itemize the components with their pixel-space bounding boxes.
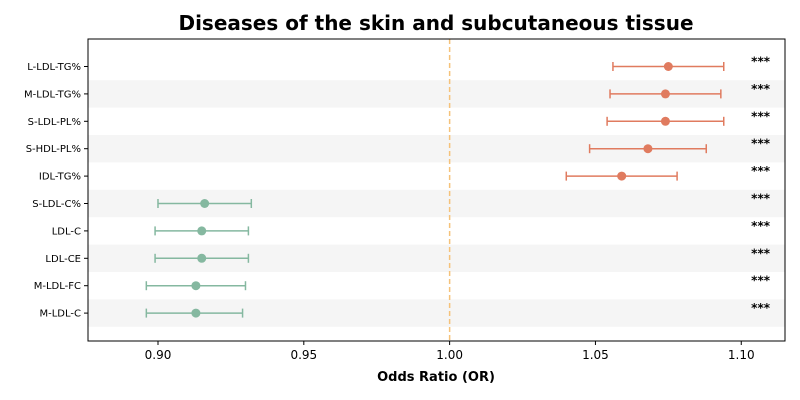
x-axis-label: Odds Ratio (OR) bbox=[377, 370, 495, 385]
x-tick-label: 1.05 bbox=[582, 348, 609, 362]
or-point bbox=[197, 226, 207, 236]
or-point bbox=[617, 171, 627, 181]
or-point bbox=[197, 253, 207, 263]
x-axis: 0.90 0.95 1.00 1.05 1.10 bbox=[145, 341, 755, 362]
x-tick-label: 1.10 bbox=[728, 348, 755, 362]
or-point bbox=[663, 62, 673, 71]
y-tick-label: LDL-C bbox=[52, 226, 81, 237]
significance-label: *** bbox=[751, 301, 771, 315]
y-tick-label: LDL-CE bbox=[45, 254, 81, 265]
or-point bbox=[660, 116, 670, 126]
y-tick-label: M-LDL-TG% bbox=[24, 89, 81, 100]
y-tick-label: M-LDL-FC bbox=[34, 281, 81, 292]
significance-label: *** bbox=[751, 219, 771, 233]
significance-label: *** bbox=[751, 192, 771, 206]
significance-label: *** bbox=[751, 55, 771, 69]
y-tick-label: M-LDL-C bbox=[40, 309, 82, 320]
or-point bbox=[643, 144, 653, 154]
y-tick-label: L-LDL-TG% bbox=[27, 62, 81, 73]
significance-label: *** bbox=[751, 109, 771, 123]
y-tick-label: S-LDL-C% bbox=[32, 199, 81, 210]
or-point bbox=[660, 89, 670, 99]
chart-title: Diseases of the skin and subcutaneous ti… bbox=[178, 11, 693, 35]
y-axis: L-LDL-TG% M-LDL-TG% S-LDL-PL% S-HDL-PL% IDL-… bbox=[24, 62, 88, 320]
or-point bbox=[191, 308, 201, 318]
or-point bbox=[191, 281, 201, 291]
y-tick-label: S-LDL-PL% bbox=[28, 117, 81, 128]
significance-label: *** bbox=[751, 274, 771, 288]
plot-frame bbox=[87, 38, 786, 342]
chart-marks: *** *** *** *** *** *** *** *** *** *** bbox=[145, 55, 771, 318]
y-tick-label: S-HDL-PL% bbox=[26, 144, 81, 155]
significance-label: *** bbox=[751, 246, 771, 260]
x-tick-label: 0.95 bbox=[290, 348, 317, 362]
significance-label: *** bbox=[751, 164, 771, 178]
y-tick-label: IDL-TG% bbox=[39, 172, 81, 183]
significance-label: *** bbox=[751, 82, 771, 96]
x-tick-label: 0.90 bbox=[145, 348, 172, 362]
or-point bbox=[200, 199, 210, 208]
significance-label: *** bbox=[751, 137, 771, 151]
x-tick-label: 1.00 bbox=[436, 348, 463, 362]
